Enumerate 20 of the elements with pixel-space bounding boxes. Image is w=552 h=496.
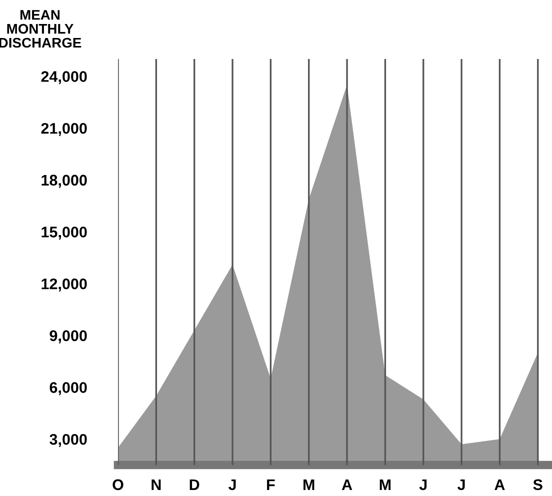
y-tick-label: 9,000 bbox=[50, 330, 87, 344]
x-tick-label: M bbox=[304, 479, 314, 490]
y-tick-label: 18,000 bbox=[42, 174, 87, 188]
y-tick-label: 21,000 bbox=[41, 122, 87, 136]
x-tick-label: D bbox=[190, 479, 200, 490]
x-tick-label: N bbox=[152, 479, 161, 490]
y-tick-label: 24,000 bbox=[41, 71, 87, 84]
y-tick-label: 6,000 bbox=[50, 382, 87, 396]
y-tick-label: 15,000 bbox=[42, 226, 87, 240]
x-tick-label: J bbox=[419, 479, 427, 490]
x-tick-label: M bbox=[380, 479, 391, 490]
x-tick-label: F bbox=[267, 479, 275, 490]
y-tick-label: 12,000 bbox=[42, 278, 87, 292]
x-tick-label: J bbox=[458, 479, 465, 490]
x-tick-label: S bbox=[533, 479, 542, 490]
x-tick-label: O bbox=[112, 479, 124, 490]
x-tick-label: A bbox=[494, 479, 505, 490]
x-tick-label: A bbox=[342, 479, 352, 490]
y-tick-label: 3,000 bbox=[50, 434, 87, 447]
x-tick-label: J bbox=[228, 479, 236, 490]
